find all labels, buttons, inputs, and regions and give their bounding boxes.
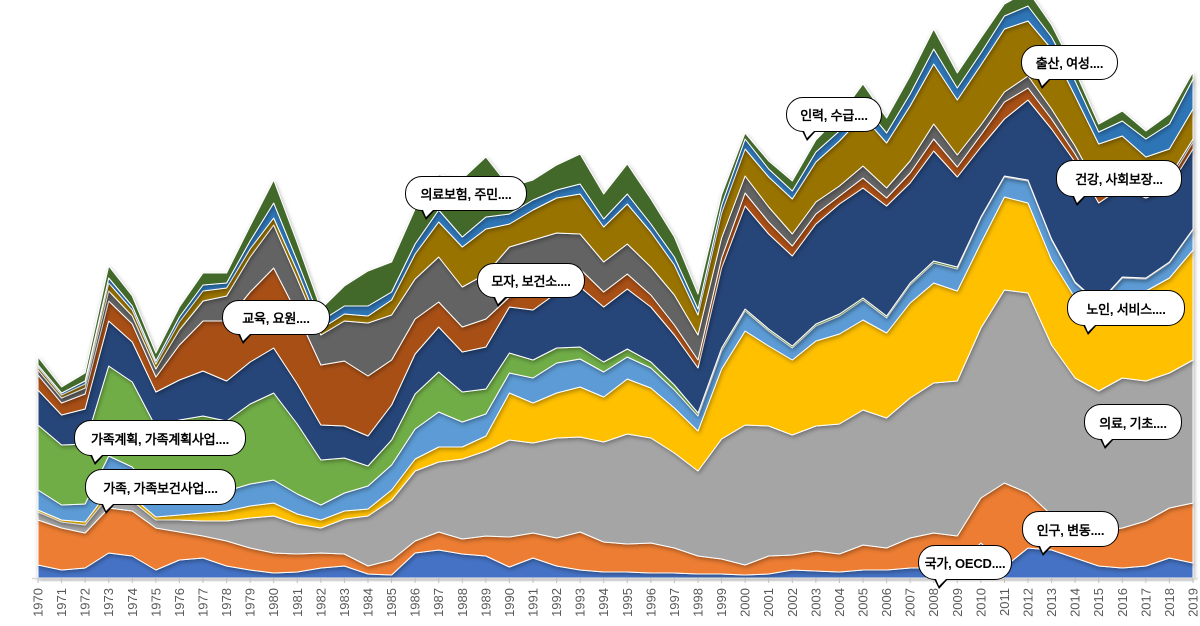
x-axis-label: 1980: [266, 588, 281, 617]
callout-label: 국가, OECD....: [918, 545, 1012, 589]
x-axis-label: 2006: [879, 588, 894, 617]
callout-tail: [1038, 545, 1052, 556]
callout-tail: [802, 130, 816, 141]
callout-text: 교육, 요원....: [242, 311, 310, 326]
x-axis-label: 1982: [313, 588, 328, 617]
x-axis-label: 1976: [172, 588, 187, 617]
x-axis-label: 1998: [691, 588, 706, 617]
x-axis-label: 2019: [1186, 588, 1200, 617]
x-axis-label: 1972: [78, 588, 93, 617]
callout-label: 인구, 변동....: [1022, 511, 1119, 556]
x-axis-label: 1990: [502, 588, 517, 617]
x-axis-label: 1971: [54, 588, 69, 617]
x-axis-label: 1975: [148, 588, 163, 617]
callout-text: 인력, 수급....: [800, 108, 868, 123]
x-axis-label: 2000: [738, 588, 753, 617]
x-axis-label: 2002: [785, 588, 800, 617]
callout-tail: [238, 333, 252, 344]
callout-tail: [1072, 195, 1086, 206]
callout-label: 의료보험, 주민....: [405, 176, 527, 220]
x-axis-label: 1999: [714, 588, 729, 617]
x-axis-label: 1981: [290, 588, 305, 617]
callout-label: 출산, 여성....: [1021, 45, 1118, 89]
x-axis-label: 2007: [903, 588, 918, 617]
x-axis-label: 2005: [856, 588, 871, 617]
x-axis-label: 1985: [384, 588, 399, 617]
x-axis-label: 1978: [219, 588, 234, 617]
x-axis-label: 2014: [1068, 588, 1083, 617]
callout-label: 가족계획, 가족계획사업....: [74, 420, 246, 465]
callout-label: 가족, 가족보건사업....: [85, 469, 236, 514]
callout-tail: [1083, 324, 1097, 335]
callout-label: 인력, 수급....: [786, 97, 882, 141]
callout-text: 의료, 기초....: [1099, 415, 1167, 431]
x-axis-label: 2008: [926, 588, 941, 617]
area-series-11: [37, 0, 1194, 394]
callout-tail: [934, 578, 948, 589]
callout-tail: [493, 296, 507, 307]
x-axis-label: 1970: [31, 588, 46, 617]
x-axis-label: 2010: [973, 588, 988, 617]
callout-tail: [101, 503, 115, 514]
x-axis-label: 1986: [408, 588, 423, 617]
callout-label: 노인, 서비스....: [1067, 290, 1185, 335]
callout-text: 노인, 서비스....: [1086, 301, 1166, 317]
callout-label: 건강, 사회보장...: [1056, 160, 1182, 206]
callout-text: 건강, 사회보장...: [1075, 172, 1163, 187]
x-axis-label: 1977: [196, 588, 211, 617]
x-axis-label: 2016: [1115, 588, 1130, 617]
x-axis-label: 1994: [596, 588, 611, 617]
callout-label: 교육, 요원....: [222, 300, 330, 344]
x-axis-label: 1996: [643, 588, 658, 617]
x-axis-label: 2015: [1091, 588, 1106, 617]
x-axis-label: 2018: [1162, 588, 1177, 617]
x-axis-label: 1991: [526, 588, 541, 617]
x-axis-label: 1984: [361, 588, 376, 617]
x-axis-label: 1979: [243, 588, 258, 617]
callout-text: 인구, 변동....: [1036, 522, 1105, 538]
x-axis-label: 2009: [950, 588, 965, 617]
callout-label: 의료, 기초....: [1084, 404, 1182, 449]
callout-text: 국가, OECD....: [924, 556, 1006, 571]
callout-label: 모자, 보건소....: [477, 263, 585, 307]
x-axis-label: 1997: [667, 588, 682, 617]
x-axis-label: 2013: [1044, 588, 1059, 617]
x-axis-label: 1992: [549, 588, 564, 617]
x-axis-label: 2001: [761, 588, 776, 617]
callout-tail: [1100, 438, 1114, 449]
callout-text: 가족계획, 가족계획사업....: [90, 431, 230, 447]
x-axis-label: 1995: [620, 588, 635, 617]
callout-text: 의료보험, 주민....: [420, 187, 512, 202]
callout-text: 출산, 여성....: [1035, 56, 1104, 71]
x-axis-label: 1973: [101, 588, 116, 617]
callout-tail: [421, 209, 435, 220]
x-axis-label: 2003: [808, 588, 823, 617]
x-axis-label: 1974: [125, 588, 140, 617]
x-axis-label: 2011: [997, 588, 1012, 616]
x-axis-label: 1989: [478, 588, 493, 617]
callout-tail: [90, 454, 104, 465]
x-axis-label: 1988: [455, 588, 470, 617]
x-axis-label: 2017: [1138, 588, 1153, 617]
x-axis-label: 2012: [1021, 588, 1036, 617]
x-axis-label: 1983: [337, 588, 352, 617]
callout-text: 가족, 가족보건사업....: [103, 480, 218, 496]
callout-text: 모자, 보건소....: [491, 274, 571, 289]
x-axis-label: 2004: [832, 588, 847, 617]
x-axis-label: 1987: [431, 588, 446, 617]
x-axis-label: 1993: [573, 588, 588, 617]
callout-tail: [1037, 78, 1051, 89]
